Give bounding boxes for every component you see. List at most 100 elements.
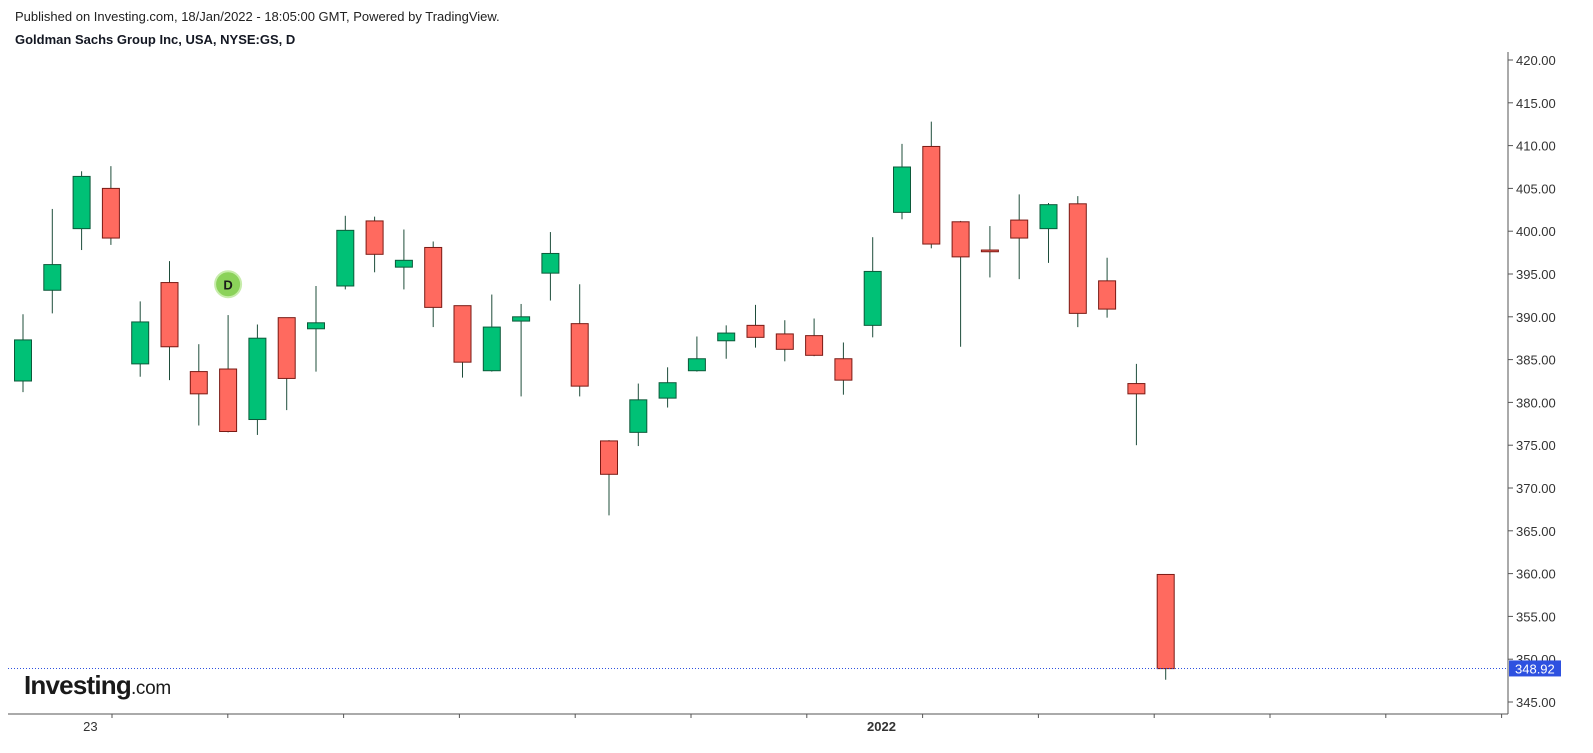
candle-body (687, 358, 706, 372)
candle (834, 342, 853, 395)
candle-body (1010, 219, 1029, 239)
candle (805, 318, 824, 357)
candle (922, 121, 941, 249)
candle (365, 216, 384, 273)
investing-logo: Investing.com (24, 670, 171, 701)
published-caption: Published on Investing.com, 18/Jan/2022 … (15, 9, 500, 24)
candle-body (43, 264, 62, 291)
candle (277, 317, 296, 411)
price-tick-label: 405.00 (1516, 181, 1556, 196)
candle (160, 261, 179, 381)
candle (1010, 194, 1029, 280)
price-tick-label: 390.00 (1516, 310, 1556, 325)
price-tick-label: 365.00 (1516, 524, 1556, 539)
candle (1039, 202, 1058, 263)
candle (453, 305, 472, 378)
time-tick-label: 2022 (867, 719, 896, 734)
candle (1156, 573, 1175, 680)
candle-body (424, 246, 443, 308)
candle (482, 294, 501, 372)
candle-body (541, 252, 560, 274)
candle-body (365, 220, 384, 255)
overlay-group: 348.92 D (8, 270, 1561, 677)
candle-body (1098, 280, 1117, 310)
candle-body (336, 229, 355, 287)
candle (541, 232, 560, 301)
candle (775, 320, 794, 362)
candle (980, 226, 999, 278)
price-tick-label: 395.00 (1516, 267, 1556, 282)
candle-body (482, 326, 501, 372)
time-tick-label: 23 (83, 719, 97, 734)
candle-body (453, 305, 472, 363)
candles-group (14, 121, 1175, 680)
candle (101, 166, 120, 245)
candle-body (1127, 383, 1146, 395)
candle (600, 440, 618, 516)
candle (219, 315, 238, 433)
price-axis: 345.00350.00355.00360.00365.00370.00375.… (1507, 52, 1556, 714)
candle (717, 325, 736, 359)
price-tick-label: 380.00 (1516, 395, 1556, 410)
candle-body (658, 382, 677, 399)
candle-body (307, 322, 325, 330)
dividend-marker-label: D (223, 277, 232, 292)
candle-body (101, 187, 120, 239)
candle-body (219, 368, 238, 433)
candle (14, 314, 32, 393)
candle-body (980, 249, 999, 253)
candle (189, 344, 208, 426)
candle-body (277, 317, 296, 379)
candle-body (629, 399, 648, 433)
candle-body (746, 324, 765, 338)
candle (248, 324, 267, 435)
candle (746, 304, 765, 348)
candle-body (805, 335, 824, 356)
price-tick-label: 400.00 (1516, 224, 1556, 239)
price-tick-label: 385.00 (1516, 353, 1556, 368)
price-tick-label: 420.00 (1516, 53, 1556, 68)
last-price-label-bg (1509, 660, 1561, 677)
price-tick-label: 370.00 (1516, 481, 1556, 496)
candle-body (189, 371, 208, 395)
price-tick-label: 415.00 (1516, 96, 1556, 111)
candle-body (1039, 204, 1058, 230)
candle-body (394, 259, 413, 268)
price-tick-label: 410.00 (1516, 139, 1556, 154)
candle (512, 303, 531, 397)
candle-body (512, 316, 531, 322)
candle-body (922, 145, 941, 245)
candle (687, 336, 706, 372)
price-tick-label: 360.00 (1516, 567, 1556, 582)
candle (131, 301, 150, 377)
candle (658, 367, 677, 408)
logo-brand: Investing (24, 670, 132, 700)
candle-body (834, 358, 853, 381)
last-price-label: 348.92 (1515, 661, 1555, 676)
candle-body (893, 166, 911, 213)
price-tick-label: 375.00 (1516, 438, 1556, 453)
candle-body (775, 333, 794, 350)
candle-body (131, 321, 150, 365)
time-axis: 23 2022 (8, 713, 1508, 734)
candle-body (248, 337, 267, 421)
candle (570, 284, 589, 397)
candle (863, 237, 882, 338)
candle (394, 229, 413, 290)
candle-body (14, 339, 32, 382)
price-tick-label: 355.00 (1516, 609, 1556, 624)
price-tick-label: 345.00 (1516, 695, 1556, 710)
candle (893, 143, 911, 220)
candle (336, 215, 355, 290)
candle (72, 171, 91, 251)
candle (1098, 257, 1117, 318)
candle-body (160, 282, 179, 348)
candle (424, 241, 443, 328)
chart-title: Goldman Sachs Group Inc, USA, NYSE:GS, D (15, 32, 296, 47)
candle (1068, 196, 1087, 328)
dividend-marker (214, 270, 243, 299)
candle-body (600, 440, 618, 475)
candle-body (717, 332, 736, 342)
candle (1127, 363, 1146, 446)
